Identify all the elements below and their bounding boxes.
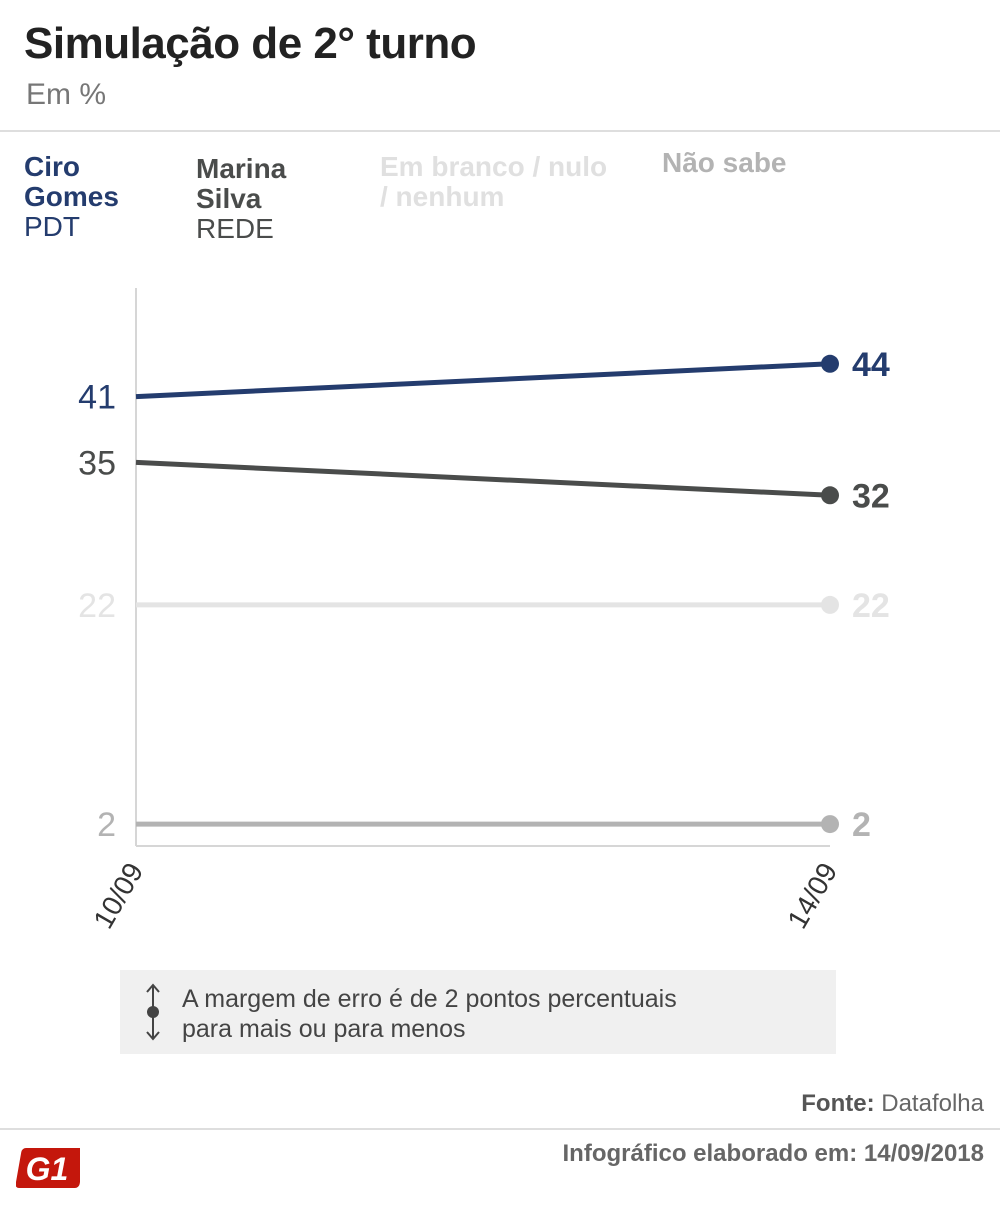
- series-end-point-3: [821, 815, 839, 834]
- end-value-label-2: 22: [852, 587, 890, 625]
- made-value: 14/09/2018: [863, 1140, 984, 1167]
- source-credit: Fonte: Datafolha: [801, 1090, 984, 1118]
- header-divider: [0, 130, 1000, 132]
- end-value-label-1: 32: [852, 477, 890, 515]
- start-value-label-3: 2: [97, 806, 116, 844]
- error-margin-note: A margem de erro é de 2 pontos percentua…: [120, 970, 836, 1054]
- source-value: Datafolha: [881, 1090, 984, 1117]
- legend-name: Marina Silva: [196, 153, 287, 214]
- chart-subtitle: Em %: [26, 78, 107, 111]
- legend-name: Em branco / nulo / nenhum: [380, 151, 608, 212]
- up-down-arrow-icon: [146, 983, 160, 1041]
- legend-item-ciro-gomes: Ciro Gomes PDT: [24, 152, 174, 242]
- series-line-0: [135, 361, 831, 400]
- note-line-1: A margem de erro é de 2 pontos percentua…: [182, 985, 677, 1013]
- legend-party: REDE: [196, 213, 274, 244]
- series-end-point-1: [821, 486, 839, 505]
- legend-item-nao-sabe: Não sabe: [662, 148, 862, 178]
- x-tick-label-1: 14/09: [781, 858, 843, 934]
- g1-logo: G1: [16, 1148, 80, 1188]
- chart-title: Simulação de 2° turno: [24, 19, 477, 68]
- logo-text: G1: [26, 1151, 69, 1187]
- legend-name: Ciro Gomes: [24, 151, 119, 212]
- legend-item-em-branco: Em branco / nulo / nenhum: [380, 152, 620, 212]
- start-value-label-0: 41: [78, 379, 116, 417]
- note-text: A margem de erro é de 2 pontos percentua…: [182, 984, 822, 1044]
- note-line-2: para mais ou para menos: [182, 1015, 466, 1043]
- made-label: Infográfico elaborado em:: [562, 1140, 858, 1167]
- x-tick-label-0: 10/09: [87, 858, 149, 934]
- legend-party: PDT: [24, 211, 80, 242]
- made-date: Infográfico elaborado em: 14/09/2018: [563, 1140, 985, 1168]
- end-value-label-0: 44: [852, 346, 890, 384]
- legend-name: Não sabe: [662, 147, 787, 178]
- end-value-label-3: 2: [852, 806, 871, 844]
- series-line-1: [135, 459, 831, 498]
- legend-item-marina-silva: Marina Silva REDE: [196, 154, 346, 244]
- start-value-label-2: 22: [78, 587, 116, 625]
- series-end-point-0: [821, 354, 839, 373]
- footer-divider: [0, 1128, 1000, 1130]
- start-value-label-1: 35: [78, 444, 116, 482]
- series-end-point-2: [821, 595, 839, 614]
- source-label: Fonte:: [801, 1090, 875, 1117]
